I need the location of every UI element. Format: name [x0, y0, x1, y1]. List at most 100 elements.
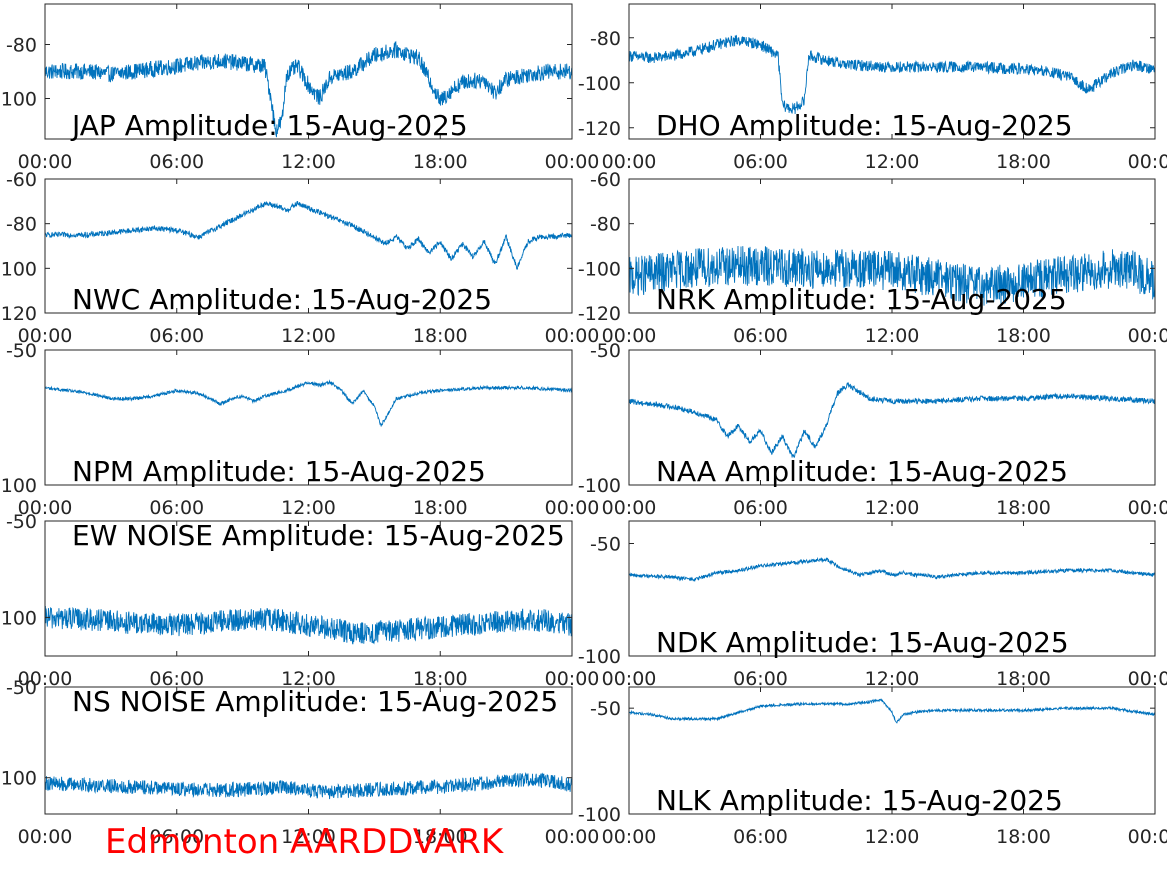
y-tick-label: -100	[578, 73, 621, 95]
x-tick-label: 12:00	[865, 668, 920, 690]
y-tick-label: -100	[0, 607, 37, 629]
footer-station-label: Edmonton AARDDVARK	[105, 822, 505, 862]
y-tick-label: -100	[578, 475, 621, 497]
x-tick-label: 12:00	[281, 497, 336, 519]
chart-panel: 00:00 06:00 12:00 18:00 00:00 -50 -100 NPM Ampl…	[0, 340, 599, 519]
x-tick-label: 00:00	[602, 497, 657, 519]
x-tick-label: 06:00	[149, 151, 204, 173]
panel-title: JAP Amplitude: 15-Aug-2025	[70, 109, 468, 142]
panel-title: NDK Amplitude: 15-Aug-2025	[656, 626, 1069, 659]
x-tick-label: 18:00	[996, 826, 1051, 848]
series-line	[629, 381, 1155, 459]
x-tick-label: 12:00	[865, 497, 920, 519]
y-tick-label: -50	[590, 340, 621, 362]
x-tick-label: 18:00	[996, 497, 1051, 519]
x-tick-label: 06:00	[733, 826, 788, 848]
x-tick-label: 06:00	[149, 325, 204, 347]
x-tick-label: 12:00	[865, 826, 920, 848]
y-tick-label: -100	[0, 768, 37, 790]
y-tick-label: -50	[6, 511, 37, 533]
x-tick-label: 00:00	[18, 826, 73, 848]
x-tick-label: 00:00	[1128, 826, 1167, 848]
chart-panel: 00:00 06:00 12:00 18:00 00:00 -50 -100 EW NOISE…	[0, 511, 599, 690]
x-tick-label: 00:00	[602, 151, 657, 173]
panel-title: EW NOISE Amplitude: 15-Aug-2025	[72, 519, 565, 552]
x-tick-label: 12:00	[281, 826, 336, 848]
y-tick-label: -100	[578, 646, 621, 668]
x-tick-label: 18:00	[413, 668, 468, 690]
x-tick-label: 18:00	[996, 325, 1051, 347]
x-tick-label: 18:00	[413, 325, 468, 347]
x-tick-label: 00:00	[602, 826, 657, 848]
x-tick-label: 06:00	[149, 497, 204, 519]
x-tick-label: 06:00	[733, 497, 788, 519]
panel-title: NAA Amplitude: 15-Aug-2025	[656, 455, 1068, 488]
chart-panel: 00:00 06:00 12:00 18:00 00:00 -50 -100 NDK Ampl…	[578, 520, 1167, 690]
y-tick-label: -50	[6, 340, 37, 362]
x-tick-label: 06:00	[733, 325, 788, 347]
y-tick-label: -80	[590, 214, 621, 236]
x-tick-label: 00:00	[1128, 151, 1167, 173]
series-line	[629, 34, 1155, 115]
x-tick-label: 00:00	[602, 668, 657, 690]
x-tick-label: 12:00	[865, 325, 920, 347]
x-tick-label: 00:00	[545, 497, 600, 519]
chart-panel: 00:00 06:00 12:00 18:00 00:00 -60 -80 -100 -120 N…	[0, 169, 599, 347]
x-tick-label: 00:00	[18, 325, 73, 347]
panel-title: NLK Amplitude: 15-Aug-2025	[656, 784, 1063, 817]
x-tick-label: 00:00	[545, 668, 600, 690]
x-tick-label: 00:00	[1128, 497, 1167, 519]
y-tick-label: -100	[0, 89, 37, 111]
x-tick-label: 06:00	[733, 668, 788, 690]
series-line	[629, 245, 1155, 306]
y-tick-label: -100	[578, 258, 621, 280]
x-tick-label: 18:00	[996, 151, 1051, 173]
chart-panel: 00:00 06:00 12:00 18:00 00:00 -80 -100 JAP Ampl…	[0, 3, 600, 173]
y-tick-label: -100	[0, 475, 37, 497]
x-tick-label: 06:00	[149, 668, 204, 690]
x-tick-label: 18:00	[413, 497, 468, 519]
panel-title: NRK Amplitude: 15-Aug-2025	[656, 283, 1067, 316]
y-tick-label: -50	[590, 698, 621, 720]
x-tick-label: 18:00	[996, 668, 1051, 690]
x-tick-label: 00:00	[545, 325, 600, 347]
x-tick-label: 00:00	[545, 151, 600, 173]
x-tick-label: 06:00	[733, 151, 788, 173]
series-line	[45, 379, 572, 427]
y-tick-label: -60	[6, 169, 37, 191]
x-tick-label: 00:00	[602, 325, 657, 347]
x-tick-label: 18:00	[413, 826, 468, 848]
chart-panel: 00:00 06:00 12:00 18:00 00:00 -50 -100 NLK Ampl…	[578, 686, 1167, 848]
chart-panel: 00:00 06:00 12:00 18:00 00:00 -50 -100 NS NOISE…	[0, 677, 599, 848]
series-line	[45, 605, 572, 645]
y-tick-label: -80	[590, 28, 621, 50]
chart-panel: 00:00 06:00 12:00 18:00 00:00 -50 -100 NAA Ampl…	[578, 340, 1167, 519]
y-tick-label: -120	[578, 303, 621, 325]
chart-panel: 00:00 06:00 12:00 18:00 00:00 -80 -100 -120 DHO …	[578, 3, 1167, 173]
x-tick-label: 12:00	[281, 151, 336, 173]
panel-title: NPM Amplitude: 15-Aug-2025	[72, 455, 486, 488]
y-tick-label: -120	[0, 303, 37, 325]
y-tick-label: -80	[6, 35, 37, 57]
x-tick-label: 00:00	[18, 151, 73, 173]
x-tick-label: 18:00	[413, 151, 468, 173]
y-tick-label: -50	[6, 677, 37, 699]
panel-title: NS NOISE Amplitude: 15-Aug-2025	[72, 685, 558, 718]
panel-title: DHO Amplitude: 15-Aug-2025	[656, 109, 1073, 142]
y-tick-label: -120	[578, 118, 621, 140]
y-tick-label: -100	[578, 804, 621, 826]
series-line	[45, 201, 572, 270]
series-line	[45, 772, 572, 800]
x-tick-label: 00:00	[18, 668, 73, 690]
x-tick-label: 12:00	[865, 151, 920, 173]
series-line	[45, 40, 572, 138]
y-tick-label: -100	[0, 258, 37, 280]
series-line	[629, 556, 1155, 582]
y-tick-label: -80	[6, 214, 37, 236]
x-tick-label: 12:00	[281, 325, 336, 347]
chart-panel: 00:00 06:00 12:00 18:00 00:00 -60 -80 -100 -120 N…	[578, 169, 1167, 347]
series-line	[629, 698, 1155, 724]
y-tick-label: -60	[590, 169, 621, 191]
x-tick-label: 12:00	[281, 668, 336, 690]
x-tick-label: 00:00	[1128, 325, 1167, 347]
